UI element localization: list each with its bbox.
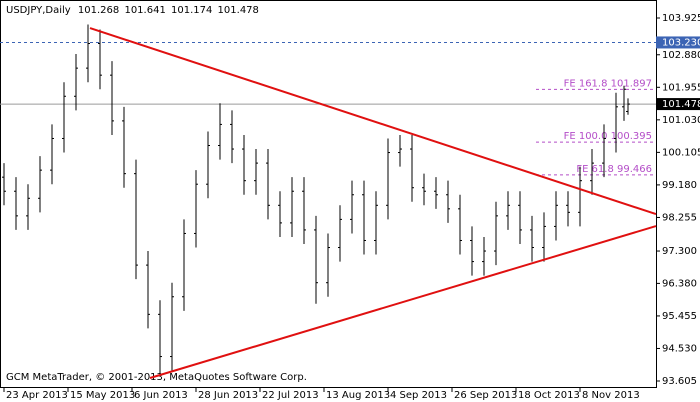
x-tick-label: 26 Sep 2013: [454, 390, 517, 401]
trendline: [89, 27, 657, 216]
trendline: [149, 225, 657, 379]
y-tick-label: 95.455: [662, 311, 697, 322]
y-tick-label: 99.180: [662, 180, 697, 191]
x-tick-label: 13 Aug 2013: [326, 390, 390, 401]
y-tick-label: 100.105: [662, 147, 700, 158]
price-level-label: 101.478: [662, 99, 700, 110]
close-value: 101.478: [218, 5, 259, 16]
x-tick-label: 23 Apr 2013: [6, 390, 68, 401]
x-tick-label: 28 Jun 2013: [198, 390, 258, 401]
y-tick-label: 101.955: [662, 82, 700, 93]
open-value: 101.268: [78, 5, 119, 16]
chart-header: USDJPY,Daily 101.268 101.641 101.174 101…: [6, 5, 259, 16]
y-tick-label: 96.380: [662, 278, 697, 289]
y-tick-label: 97.300: [662, 246, 697, 257]
y-tick-label: 93.605: [662, 376, 697, 387]
plot-frame: [0, 0, 657, 388]
fibo-label: FE 100.0 100.395: [564, 131, 652, 142]
y-tick-label: 98.255: [662, 212, 697, 223]
price-level-label: 103.230: [662, 37, 700, 48]
low-value: 101.174: [171, 5, 212, 16]
x-tick-label: 15 May 2013: [70, 390, 135, 401]
fibo-label: FE 161.8 101.897: [564, 78, 652, 89]
y-tick-label: 101.030: [662, 115, 700, 126]
fibo-label: FE 61.8 99.466: [576, 164, 652, 175]
y-tick-label: 102.880: [662, 50, 700, 61]
y-tick-label: 103.925: [662, 13, 700, 24]
x-tick-label: 18 Oct 2013: [518, 390, 580, 401]
symbol: USDJPY,Daily: [6, 5, 71, 16]
x-tick-label: 22 Jul 2013: [262, 390, 319, 401]
copyright: GCM MetaTrader, © 2001-2013, MetaQuotes …: [6, 372, 307, 383]
price-level-box: [656, 98, 700, 111]
y-tick-label: 94.530: [662, 343, 697, 354]
x-tick-label: 6 Jun 2013: [134, 390, 188, 401]
x-tick-label: 4 Sep 2013: [390, 390, 447, 401]
high-value: 101.641: [124, 5, 165, 16]
x-tick-label: 8 Nov 2013: [582, 390, 640, 401]
price-level-box: [656, 36, 700, 49]
